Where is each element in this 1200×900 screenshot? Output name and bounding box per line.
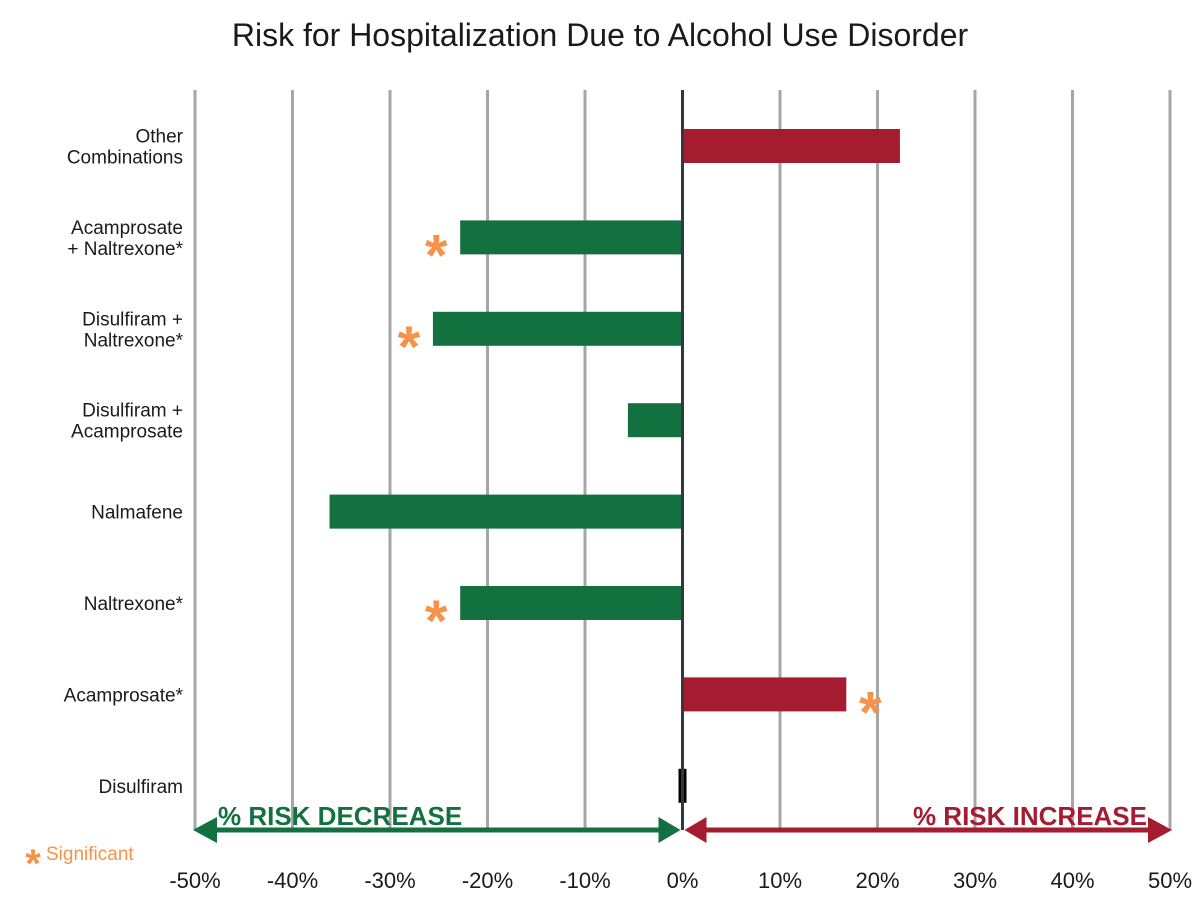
bar <box>627 403 683 438</box>
significance-marker: * <box>425 223 448 288</box>
x-tick-label: 40% <box>1050 868 1094 893</box>
x-tick-label: 30% <box>953 868 997 893</box>
category-label: Acamprosate + Naltrexone* <box>67 218 183 260</box>
category-label-line: Disulfiram + <box>82 401 183 422</box>
increase-arrow-label: % RISK INCREASE <box>913 801 1147 831</box>
bar <box>460 220 683 255</box>
category-label: Nalmafene <box>91 503 183 524</box>
bar <box>682 677 847 712</box>
bars <box>329 129 900 803</box>
category-label-line: Combinations <box>67 148 183 169</box>
significance-marker: * <box>859 680 882 745</box>
grid-lines <box>193 90 1172 830</box>
category-label-line: Naltrexone* <box>84 594 184 615</box>
x-tick-label: -40% <box>267 868 318 893</box>
category-label-line: Acamprosate <box>71 218 183 239</box>
x-tick-label: 20% <box>855 868 899 893</box>
decrease-arrow-head-right <box>658 817 681 843</box>
category-label-line: + Naltrexone* <box>67 239 183 260</box>
category-label: Disulfiram + Naltrexone* <box>82 309 183 351</box>
x-tick-label: -10% <box>559 868 610 893</box>
category-label: Disulfiram + Acamprosate <box>71 401 183 443</box>
chart-title: Risk for Hospitalization Due to Alcohol … <box>232 17 969 53</box>
decrease-arrow-head-left <box>193 817 217 843</box>
category-label: Other Combinations <box>67 127 184 169</box>
x-tick-label: 0% <box>667 868 699 893</box>
category-label-line: Naltrexone* <box>84 330 184 351</box>
x-tick-label: -30% <box>364 868 415 893</box>
x-tick-label: 10% <box>758 868 802 893</box>
decrease-arrow-label: % RISK DECREASE <box>218 801 462 831</box>
x-tick-label: -50% <box>169 868 220 893</box>
direction-arrows: % RISK DECREASE % RISK INCREASE <box>193 801 1172 843</box>
category-label: Acamprosate* <box>64 685 184 706</box>
bar <box>460 586 683 620</box>
legend: * Significant <box>25 842 134 886</box>
category-label: Disulfiram <box>99 777 183 798</box>
increase-arrow-head-right <box>1148 817 1172 843</box>
x-tick-labels: -50% -40% -30% -20% -10% 0% 10% 20% 30% 40% 50% <box>169 868 1192 893</box>
category-label-line: Acamprosate* <box>64 685 184 706</box>
bar <box>432 311 683 346</box>
category-label-line: Disulfiram <box>99 777 183 798</box>
x-tick-label: 50% <box>1148 868 1192 893</box>
legend-marker: * <box>25 842 41 886</box>
increase-arrow-head-left <box>684 817 707 843</box>
significance-markers: **** <box>398 223 882 745</box>
category-label: Naltrexone* <box>84 594 184 615</box>
legend-label: Significant <box>46 844 134 865</box>
significance-marker: * <box>398 315 421 380</box>
significance-marker: * <box>425 589 448 654</box>
category-label-line: Disulfiram + <box>82 309 183 330</box>
category-label-line: Acamprosate <box>71 422 183 443</box>
category-label-line: Other <box>135 127 183 148</box>
bar <box>682 129 900 163</box>
bar <box>329 494 683 529</box>
category-label-line: Nalmafene <box>91 503 183 524</box>
x-tick-label: -20% <box>462 868 513 893</box>
